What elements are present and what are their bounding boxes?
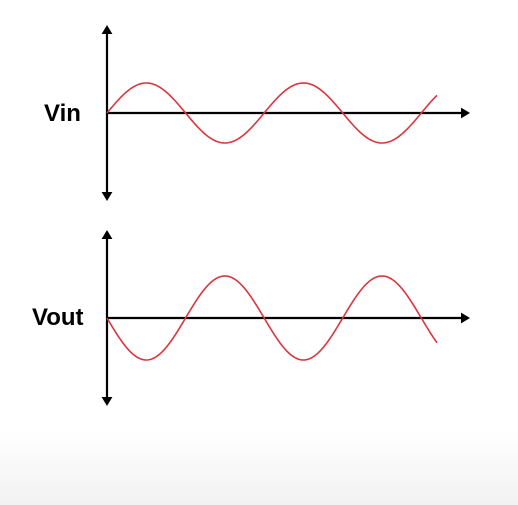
vout-axes: [102, 230, 470, 406]
signal-waveform-diagram: Vin Vout: [0, 0, 518, 505]
vout-plot: [0, 0, 518, 505]
